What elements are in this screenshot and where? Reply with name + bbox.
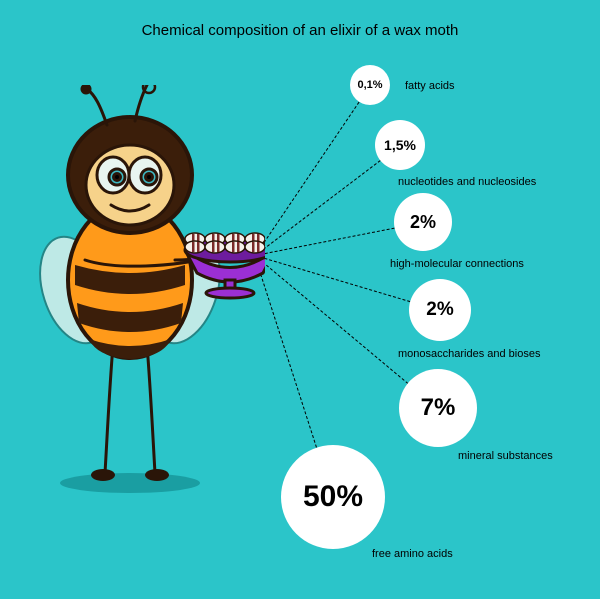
percent-bubble: 2% — [409, 279, 471, 341]
percent-label: fatty acids — [405, 80, 455, 92]
connector-line — [255, 160, 381, 256]
percent-label: monosaccharides and bioses — [398, 348, 540, 360]
bee-illustration — [35, 85, 265, 495]
percent-label: high-molecular connections — [390, 258, 524, 270]
percent-bubble: 7% — [399, 369, 477, 447]
percent-label: mineral substances — [458, 450, 553, 462]
percent-label: free amino acids — [372, 548, 453, 560]
page-title: Chemical composition of an elixir of a w… — [0, 22, 600, 39]
connector-line — [255, 228, 395, 256]
percent-bubble: 50% — [281, 445, 385, 549]
percent-bubble: 0,1% — [350, 65, 390, 105]
connector-line — [254, 255, 408, 384]
percent-label: nucleotides and nucleosides — [398, 176, 536, 188]
connector-line — [255, 255, 411, 302]
percent-bubble: 2% — [394, 193, 452, 251]
connector-line — [255, 102, 360, 256]
percent-bubble: 1,5% — [375, 120, 425, 170]
